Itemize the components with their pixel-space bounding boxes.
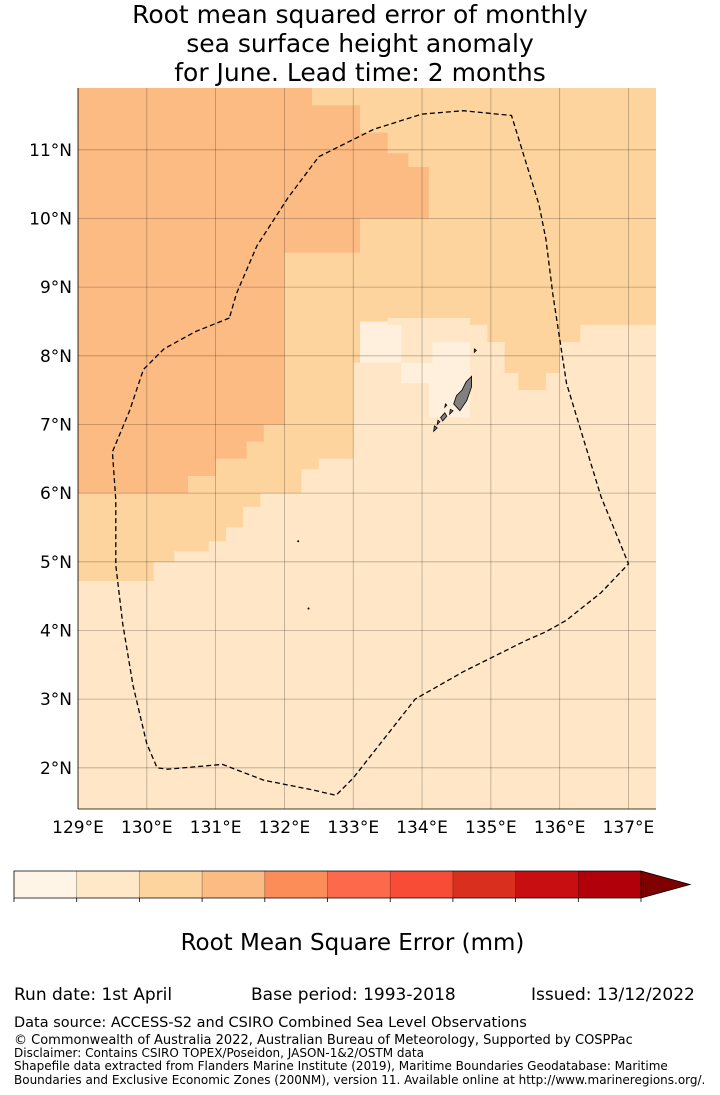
island-0	[453, 375, 473, 412]
colorbar-swatch-6	[390, 871, 454, 898]
x-tick-label-2: 131°E	[190, 818, 242, 838]
x-tick-label-5: 134°E	[396, 818, 448, 838]
x-tick-label-1: 130°E	[121, 818, 173, 838]
colorbar-tick-label-6: 0.18	[369, 904, 411, 905]
gridlines	[78, 88, 656, 809]
map-figure: 129°E 130°E 131°E 132°E 133°E 134°E 135°E 136°E…	[8, 88, 692, 905]
island-4	[436, 419, 441, 426]
copyright-notice: © Commonwealth of Australia 2022, Austra…	[14, 1033, 633, 1048]
y-tick-label-5: 7°N	[40, 415, 72, 435]
colorbar-tick-label-5: 0.15	[306, 904, 348, 905]
colorbar-tick-label-7: 0.21	[432, 904, 474, 905]
colorbar-tick-label-9: 0.27	[557, 904, 599, 905]
colorbar-swatch-9	[578, 871, 642, 898]
x-tick-label-0: 129°E	[52, 818, 104, 838]
y-tick-labels: 2°N 3°N 4°N 5°N 6°N 7°N 8°N 9°N 10°N 11°N	[29, 141, 72, 779]
island-6	[473, 348, 478, 354]
error-region-4	[401, 342, 471, 418]
colorbar-extend-arrow	[640, 870, 692, 899]
colorbar: 0 0.03 0.06 0.09 0.12 0.15 0.18 0.21 0.24 0.27 0.3	[8, 870, 692, 905]
x-tick-label-4: 133°E	[327, 818, 379, 838]
colorbar-tick-label-1: 0.03	[56, 904, 98, 905]
islet-0	[297, 540, 300, 543]
colorbar-swatch-5	[327, 871, 391, 898]
y-tick-label-1: 3°N	[40, 690, 72, 710]
island-2	[433, 425, 438, 433]
issued-date: Issued: 13/12/2022	[531, 985, 695, 1005]
island-1	[440, 412, 448, 422]
x-tick-label-3: 132°E	[259, 818, 311, 838]
colorbar-tick-label-10: 0.3	[626, 904, 656, 905]
colorbar-tick-label-0: 0	[8, 904, 20, 905]
colorbar-swatch-1	[76, 871, 140, 898]
colorbar-label: Root Mean Square Error (mm)	[180, 930, 525, 956]
colorbar-swatch-8	[515, 871, 579, 898]
colorbar-tick-label-8: 0.24	[494, 904, 536, 905]
y-tick-label-4: 6°N	[40, 484, 72, 504]
base-period: Base period: 1993-2018	[251, 985, 456, 1005]
y-tick-label-7: 9°N	[40, 278, 72, 298]
colorbar-tick-label-2: 0.06	[118, 904, 160, 905]
error-region-2	[78, 493, 189, 512]
plot-area	[78, 88, 656, 809]
x-tick-label-8: 137°E	[603, 818, 655, 838]
disclaimer: Disclaimer: Contains CSIRO TOPEX/Poseido…	[14, 1046, 424, 1060]
y-tick-label-8: 10°N	[29, 209, 72, 229]
run-date: Run date: 1st April	[14, 985, 173, 1005]
title-line-2: sea surface height anomaly	[186, 29, 534, 58]
colorbar-swatch-3	[202, 871, 266, 898]
eez-boundary-line	[111, 110, 630, 797]
x-tick-labels: 129°E 130°E 131°E 132°E 133°E 134°E 135°E 136°E…	[52, 818, 654, 838]
data-source: Data source: ACCESS-S2 and CSIRO Combine…	[14, 1015, 527, 1031]
islet-1	[307, 607, 310, 610]
palau-islands	[297, 348, 478, 610]
x-tick-label-7: 136°E	[534, 818, 586, 838]
shapefile-credit-2: Boundaries and Exclusive Economic Zones …	[14, 1073, 706, 1087]
colorbar-swatch-7	[452, 871, 516, 898]
colorbar-tick-label-3: 0.09	[181, 904, 223, 905]
colorbar-tick-label-4: 0.12	[244, 904, 286, 905]
island-5	[444, 403, 448, 409]
title-line-3: for June. Lead time: 2 months	[174, 58, 546, 87]
y-tick-label-3: 5°N	[40, 553, 72, 573]
y-tick-label-6: 8°N	[40, 347, 72, 367]
map-title: Root mean squared error of monthly sea s…	[0, 0, 720, 87]
y-tick-label-2: 4°N	[40, 621, 72, 641]
error-region-3	[360, 321, 402, 363]
colorbar-swatch-0	[14, 871, 77, 898]
island-3	[449, 408, 454, 416]
y-tick-label-0: 2°N	[40, 759, 72, 779]
shapefile-credit-1: Shapefile data extracted from Flanders M…	[14, 1059, 668, 1073]
error-region-1	[78, 88, 429, 494]
x-tick-label-6: 135°E	[465, 818, 517, 838]
colorbar-swatch-4	[264, 871, 328, 898]
title-line-1: Root mean squared error of monthly	[132, 0, 588, 29]
y-tick-label-9: 11°N	[29, 141, 72, 161]
colorbar-swatch-2	[139, 871, 203, 898]
error-field-regions	[78, 88, 656, 581]
